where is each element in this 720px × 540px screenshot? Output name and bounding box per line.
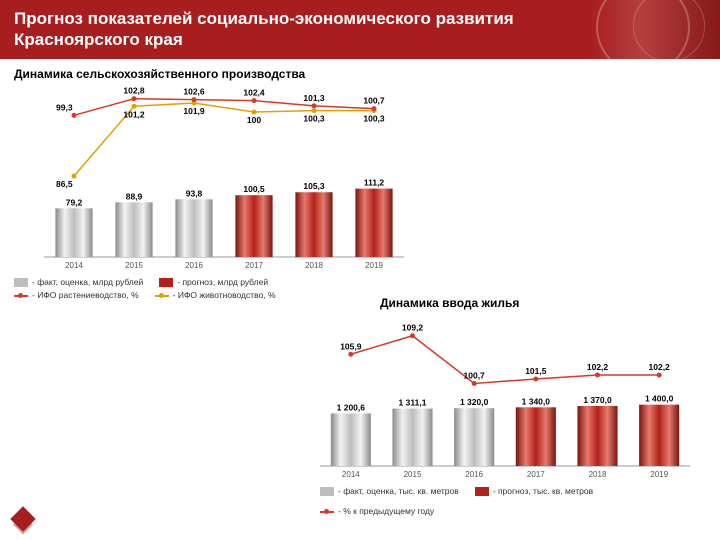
slide-header: Прогноз показателей социально-экономичес… [0,0,720,59]
legend-fact-bar: - факт, оценка, млрд рублей [14,277,143,287]
svg-text:2015: 2015 [125,261,143,270]
chart1-title: Динамика сельскохозяйственного производс… [14,67,706,81]
svg-text:109,2: 109,2 [402,322,424,332]
svg-text:102,2: 102,2 [649,362,671,372]
svg-text:105,3: 105,3 [303,181,325,191]
legend-line-plant: - ИФО растениеводство, % [14,290,139,300]
legend-line-animal: - ИФО животноводство, % [155,290,276,300]
svg-text:2018: 2018 [589,470,607,479]
legend2-line: - % к предыдущему году [320,506,434,516]
legend-forecast-bar: - прогноз, млрд рублей [159,277,268,287]
svg-text:1 400,0: 1 400,0 [645,393,674,403]
svg-text:100,5: 100,5 [243,184,265,194]
svg-text:102,2: 102,2 [587,362,609,372]
svg-text:2017: 2017 [245,261,263,270]
svg-text:1 200,6: 1 200,6 [337,402,366,412]
svg-text:2014: 2014 [342,470,360,479]
svg-text:105,9: 105,9 [340,341,362,351]
svg-text:79,2: 79,2 [66,197,83,207]
slide-title: Прогноз показателей социально-экономичес… [14,8,574,51]
svg-text:101,5: 101,5 [525,366,547,376]
svg-text:2019: 2019 [365,261,383,270]
svg-text:2015: 2015 [404,470,422,479]
svg-text:2016: 2016 [465,470,483,479]
footer-diamond-icon [10,506,35,531]
svg-text:111,2: 111,2 [364,177,385,187]
svg-text:102,6: 102,6 [183,86,205,96]
svg-text:1 320,0: 1 320,0 [460,397,489,407]
header-graphic [590,0,720,59]
svg-text:101,9: 101,9 [183,105,205,115]
svg-text:2019: 2019 [650,470,668,479]
svg-text:101,3: 101,3 [303,92,325,102]
svg-text:101,2: 101,2 [123,109,145,119]
svg-text:2014: 2014 [65,261,83,270]
svg-text:1 370,0: 1 370,0 [583,395,612,405]
legend2-forecast: - прогноз, тыс. кв. метров [475,486,593,496]
chart2: 1 200,6 2014 1 311,1 2015 1 320,0 2016 1 340,0… [300,314,720,516]
svg-text:102,4: 102,4 [243,87,265,97]
svg-text:1 340,0: 1 340,0 [522,396,551,406]
svg-text:100,3: 100,3 [303,113,325,123]
svg-text:88,9: 88,9 [126,191,143,201]
svg-text:100,7: 100,7 [464,370,486,380]
svg-text:2017: 2017 [527,470,545,479]
svg-text:2016: 2016 [185,261,203,270]
svg-text:100,7: 100,7 [363,95,385,105]
svg-text:100: 100 [247,114,261,124]
svg-text:100,3: 100,3 [363,113,385,123]
svg-text:1 311,1: 1 311,1 [399,397,427,407]
svg-text:102,8: 102,8 [123,85,145,95]
svg-text:99,3: 99,3 [56,102,73,112]
svg-text:93,8: 93,8 [186,188,203,198]
chart1: 79,2 2014 88,9 2015 93,8 2016 100,5 2017 105,3 20… [14,85,720,300]
svg-text:86,5: 86,5 [56,179,73,189]
svg-text:2018: 2018 [305,261,323,270]
legend2-fact: - факт, оценка, тыс. кв. метров [320,486,459,496]
